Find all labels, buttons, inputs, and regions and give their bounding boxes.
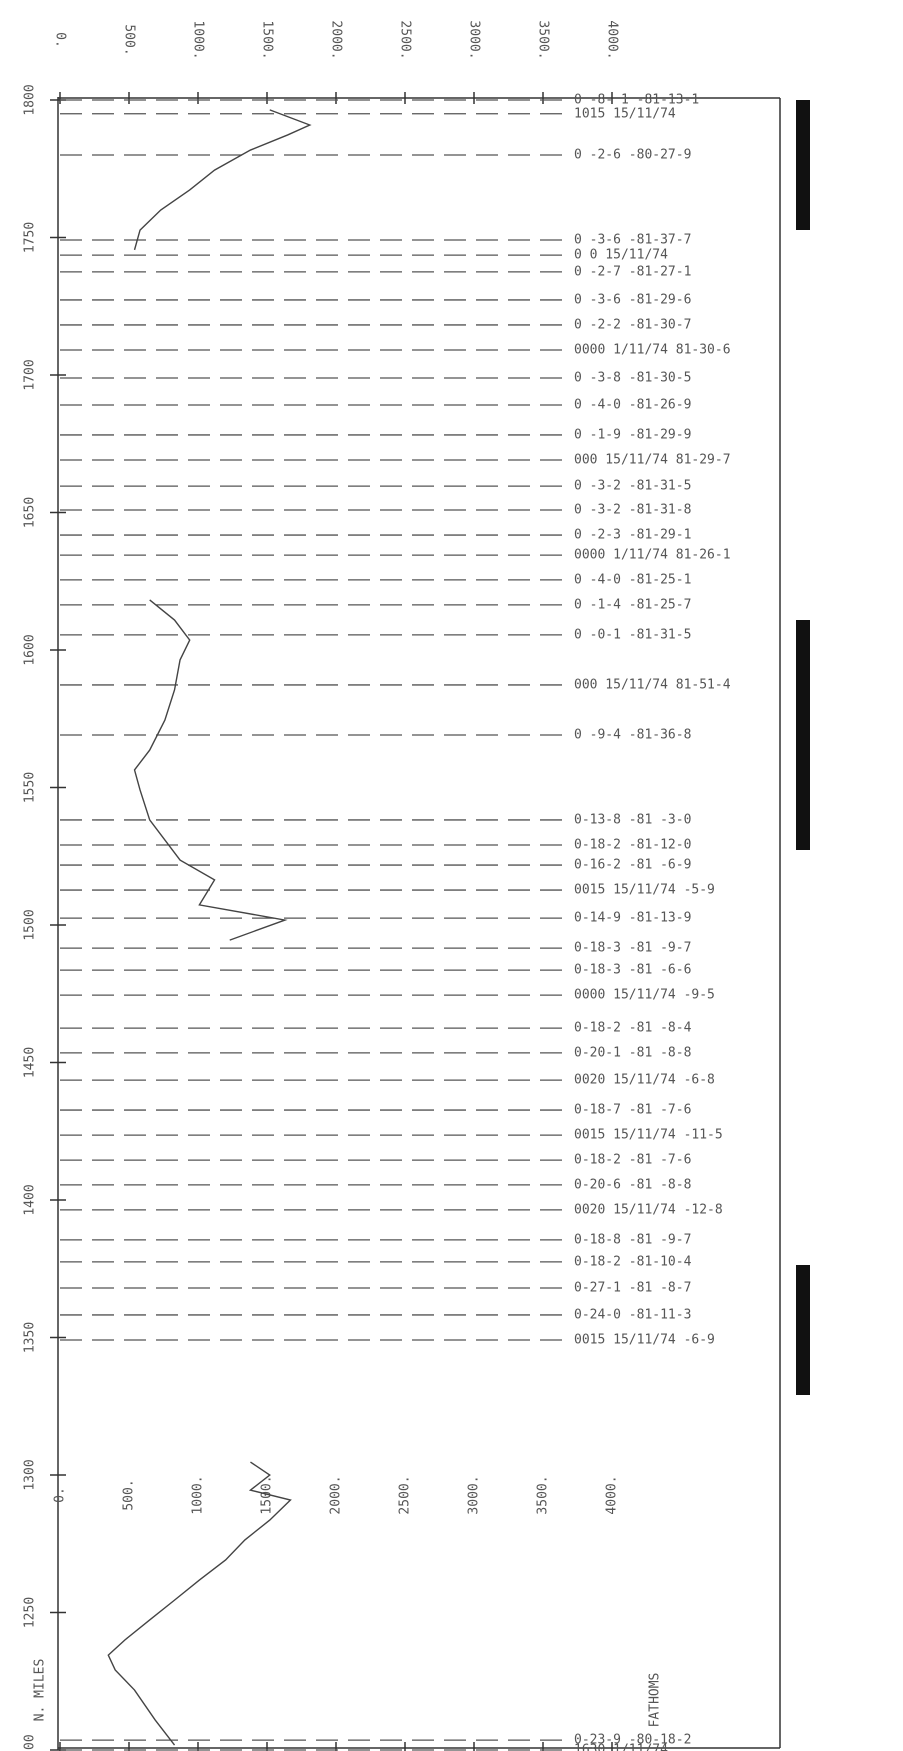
annotation: 1630 1/11/74 — [574, 1743, 668, 1751]
x-tick-label: 1600 — [23, 634, 38, 665]
edge-bar — [796, 100, 810, 230]
annotation: 0015 15/11/74 -5-9 — [574, 883, 715, 898]
annotation: 0-13-8 -81 -3-0 — [574, 812, 691, 827]
y-axis-label: FATHOMS — [648, 1673, 663, 1728]
y-tick-label: 1500. — [260, 20, 275, 59]
y-tick-label: 4000. — [605, 20, 620, 59]
annotation: 0-18-2 -81 -8-4 — [574, 1021, 692, 1036]
depth-line — [107, 1461, 292, 1746]
x-tick-label: 1750 — [23, 222, 38, 253]
annotation: 0 -8- 1 -81-13-1 — [574, 93, 699, 108]
annotation: 0-20-6 -81 -8-8 — [574, 1177, 691, 1192]
annotation: 0 -2-2 -81-30-7 — [574, 317, 691, 332]
x-tick-label: 1800 — [23, 84, 38, 115]
annotation: 0 -1-9 -81-29-9 — [574, 427, 691, 442]
y-tick-label: 3500. — [536, 20, 551, 59]
y-tick-label: 2500. — [398, 1475, 413, 1514]
annotation: 0 -0-1 -81-31-5 — [574, 627, 691, 642]
x-tick-label: 1450 — [23, 1047, 38, 1078]
x-tick-label: 1550 — [23, 772, 38, 803]
depth-line — [133, 599, 288, 941]
x-tick-label: 1500 — [23, 909, 38, 940]
annotation: 0-14-9 -81-13-9 — [574, 911, 691, 926]
x-tick-label: 1400 — [23, 1184, 38, 1215]
annotation: 0 -2-3 -81-29-1 — [574, 528, 691, 543]
x-tick-label: 1350 — [23, 1322, 38, 1353]
y-tick-label: 2500. — [398, 20, 413, 59]
annotation: 0 -2-6 -80-27-9 — [574, 148, 691, 163]
annotation: 0 -3-2 -81-31-8 — [574, 503, 691, 518]
y-tick-label: 500. — [122, 1479, 137, 1510]
annotation: 0-18-2 -81-10-4 — [574, 1254, 692, 1269]
y-tick-label: 3000. — [467, 20, 482, 59]
annotation: 1015 15/11/74 — [574, 106, 676, 121]
annotation: 0-27-1 -81 -8-7 — [574, 1281, 691, 1296]
x-tick-label: 1250 — [23, 1597, 38, 1628]
y-tick-label: 4000. — [605, 1475, 620, 1514]
annotation: 0000 15/11/74 -9-5 — [574, 988, 715, 1003]
annotation: 0 -3-2 -81-31-5 — [574, 479, 691, 494]
x-tick-label: 1700 — [23, 359, 38, 390]
annotation: 0015 15/11/74 -11-5 — [574, 1128, 723, 1143]
annotation: 0-18-3 -81 -6-6 — [574, 963, 691, 978]
annotation: 0020 15/11/74 -12-8 — [574, 1202, 723, 1217]
y-tick-label: 3500. — [536, 1475, 551, 1514]
annotation: 0020 15/11/74 -6-8 — [574, 1073, 715, 1088]
x-tick-label: 1200 — [23, 1734, 38, 1751]
annotation: 000 15/11/74 81-51-4 — [574, 677, 731, 692]
y-tick-label: 0. — [53, 1487, 68, 1503]
annotation: 000 15/11/74 81-29-7 — [574, 452, 731, 467]
annotation: 0000 1/11/74 81-30-6 — [574, 342, 731, 357]
edge-bar — [796, 620, 810, 850]
annotation: 0 -3-6 -81-29-6 — [574, 292, 691, 307]
annotation: 0-18-2 -81 -7-6 — [574, 1153, 691, 1168]
y-tick-label: 1500. — [260, 1475, 275, 1514]
x-tick-label: 1650 — [23, 497, 38, 528]
y-tick-label: 500. — [122, 24, 137, 55]
annotation: 0 -9-4 -81-36-8 — [574, 727, 691, 742]
annotation: 0 -3-6 -81-37-7 — [574, 232, 691, 247]
annotation: 0-18-3 -81 -9-7 — [574, 941, 691, 956]
y-tick-label: 0. — [53, 32, 68, 48]
depth-line — [133, 109, 312, 251]
annotation: 0-18-8 -81 -9-7 — [574, 1232, 691, 1247]
annotation: 0 -3-8 -81-30-5 — [574, 371, 691, 386]
annotation: 0000 1/11/74 81-26-1 — [574, 548, 731, 563]
annotation: 0-20-1 -81 -8-8 — [574, 1045, 691, 1060]
annotation: 0-18-7 -81 -7-6 — [574, 1103, 691, 1118]
annotation: 0-18-2 -81-12-0 — [574, 837, 691, 852]
annotation: 0 -1-4 -81-25-7 — [574, 597, 691, 612]
annotation: 0-16-2 -81 -6-9 — [574, 858, 691, 873]
annotation: 0-24-0 -81-11-3 — [574, 1307, 691, 1322]
y-tick-label: 1000. — [191, 1475, 206, 1514]
y-tick-label: 3000. — [467, 1475, 482, 1514]
edge-bar — [796, 1265, 810, 1395]
y-tick-label: 2000. — [329, 20, 344, 59]
annotation: 0 -4-0 -81-25-1 — [574, 572, 691, 587]
x-axis-label: N. MILES — [33, 1659, 48, 1722]
y-tick-label: 2000. — [329, 1475, 344, 1514]
annotation: 0015 15/11/74 -6-9 — [574, 1332, 715, 1347]
annotation: 0 0 15/11/74 — [574, 248, 668, 263]
annotation: 0 -4-0 -81-26-9 — [574, 397, 691, 412]
y-tick-label: 1000. — [191, 20, 206, 59]
annotation: 0-23-9 -80-18-2 — [574, 1733, 691, 1748]
annotation: 0 -2-7 -81-27-1 — [574, 264, 691, 279]
x-tick-label: 1300 — [23, 1459, 38, 1490]
